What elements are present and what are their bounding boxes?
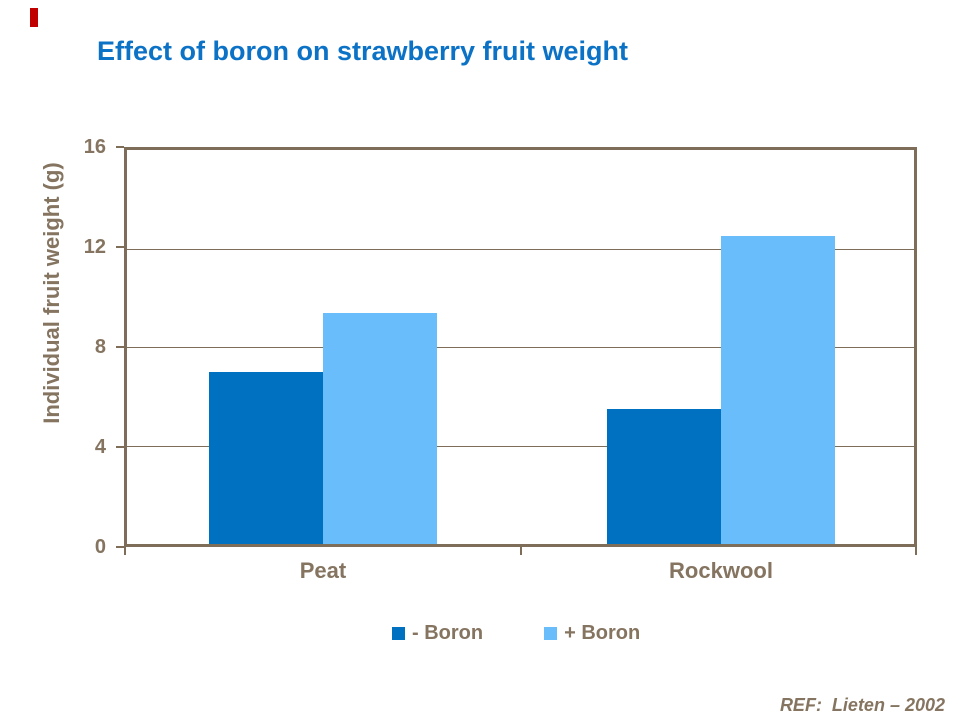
gridline-y12 [127,248,914,250]
x-category-label-peat: Peat [299,558,347,583]
y-tick-mark-4 [116,446,124,448]
x-category-label-rockwool: Rockwool [669,558,773,583]
bar-rockwool-boron-boron [721,236,835,544]
legend-swatch-icon [544,627,558,640]
chart-legend: - Boron + Boron [392,622,640,645]
bar-rockwool-boron-boron [607,409,721,544]
y-axis-title: Individual fruit weight (g) [39,162,64,424]
plot-area [124,147,917,547]
slide-accent-marker [30,8,38,27]
y-tick-mark-16 [116,146,124,148]
legend-item-boron-boron: + Boron [544,622,640,645]
chart-title: Effect of boron on strawberry fruit weig… [97,36,629,66]
y-tick-label-0: 0 [94,536,106,558]
y-tick-mark-0 [116,546,124,548]
legend-label: + Boron [564,622,641,644]
bar-peat-boron-boron [209,372,323,544]
y-tick-label-8: 8 [94,336,106,358]
gridline-y4 [127,445,914,447]
y-tick-mark-12 [116,246,124,248]
x-tick-mark-1 [519,547,522,555]
reference-note: REF: Lieten – 2002 [779,695,945,715]
y-tick-mark-8 [116,346,124,348]
y-tick-label-12: 12 [83,236,106,258]
legend-item-boron-boron: - Boron [392,622,483,645]
bar-peat-boron-boron [323,313,437,544]
legend-swatch-icon [392,627,405,640]
y-tick-label-16: 16 [83,136,106,158]
legend-label: - Boron [412,622,484,644]
gridline-y8 [127,347,914,348]
y-tick-label-4: 4 [94,436,106,458]
x-tick-mark-2 [915,547,917,555]
x-tick-mark-0 [124,547,126,555]
